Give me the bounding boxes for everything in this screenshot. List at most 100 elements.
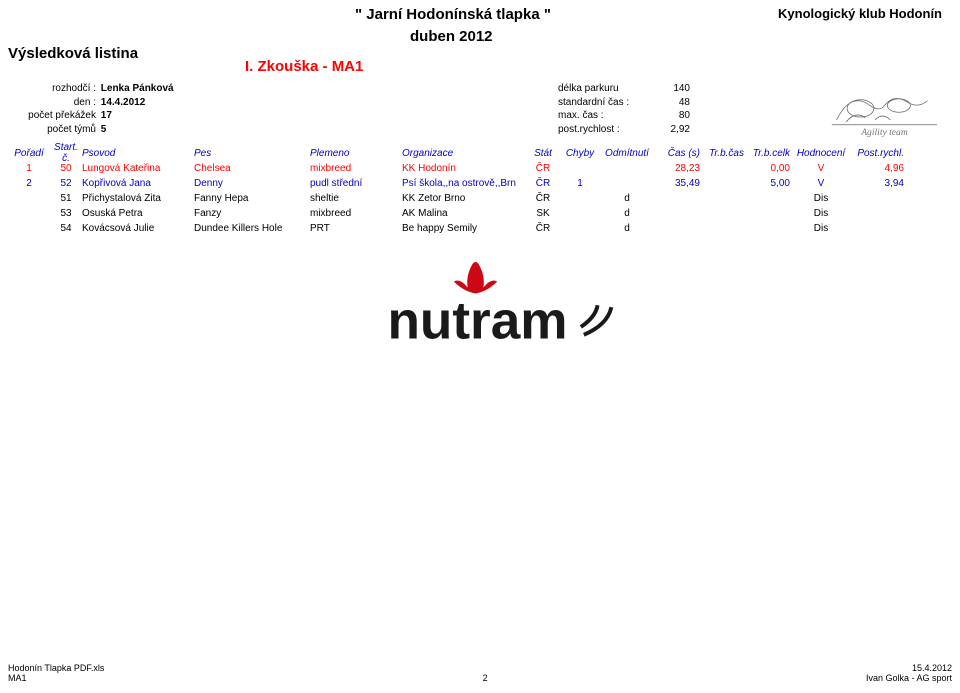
footer-right: 15.4.2012 Ivan Golka - AG sport — [866, 663, 952, 683]
page-footer: Hodonín Tlapka PDF.xls MA1 2 15.4.2012 I… — [8, 663, 952, 683]
cell-trcelk: 5,00 — [744, 178, 790, 189]
obstacles-label: počet překážek — [8, 109, 96, 123]
cell-odmit: d — [600, 193, 654, 204]
col-trcelk: Tr.b.celk — [744, 148, 790, 159]
footer-date: 15.4.2012 — [866, 663, 952, 673]
teams-value: 5 — [101, 124, 107, 135]
cell-chyby: 1 — [560, 178, 600, 189]
cell-psovod: Osuská Petra — [82, 208, 194, 219]
nutram-icon: nutram — [320, 258, 635, 356]
table-body: 150Lungová KateřinaChelseamixbreedKK Hod… — [8, 161, 952, 236]
col-postr: Post.rychl. — [852, 148, 908, 159]
cell-pes: Fanny Hepa — [194, 193, 310, 204]
col-hodn: Hodnocení — [790, 148, 852, 159]
cell-hodn: V — [790, 178, 852, 189]
cell-cas: 35,49 — [654, 178, 700, 189]
agility-team-text: Agility team — [860, 127, 908, 138]
trial-name: I. Zkouška - MA1 — [245, 58, 363, 75]
cell-hodn: Dis — [790, 208, 852, 219]
cell-stat: ČR — [526, 223, 560, 234]
event-title: " Jarní Hodonínská tlapka " — [355, 6, 551, 23]
judge-value: Lenka Pánková — [101, 83, 174, 94]
table-header: Pořadí Start. č. Psovod Pes Plemeno Orga… — [8, 145, 952, 161]
table-row: 54Kovácsová JulieDundee Killers HolePRTB… — [8, 221, 952, 236]
meta-right: délka parkuru140 standardní čas :48 max.… — [558, 82, 690, 136]
cell-startc: 53 — [50, 208, 82, 219]
cell-psovod: Přichystalová Zita — [82, 193, 194, 204]
cell-psovod: Kopřivová Jana — [82, 178, 194, 189]
col-stat: Stát — [526, 148, 560, 159]
cell-org: KK Zetor Brno — [402, 193, 526, 204]
cell-hodn: Dis — [790, 223, 852, 234]
cell-cas: 28,23 — [654, 163, 700, 174]
speed-label: post.rychlost : — [558, 123, 650, 137]
cell-org: AK Malina — [402, 208, 526, 219]
cell-pes: Denny — [194, 178, 310, 189]
cell-psovod: Kovácsová Julie — [82, 223, 194, 234]
cell-plemeno: mixbreed — [310, 208, 402, 219]
cell-psovod: Lungová Kateřina — [82, 163, 194, 174]
cell-postr: 3,94 — [852, 178, 908, 189]
col-cas: Čas (s) — [654, 148, 700, 159]
cell-startc: 52 — [50, 178, 82, 189]
cell-startc: 54 — [50, 223, 82, 234]
cell-stat: ČR — [526, 178, 560, 189]
meta-left: rozhodčí : Lenka Pánková den : 14.4.2012… — [8, 82, 174, 136]
col-chyby: Chyby — [560, 148, 600, 159]
cell-stat: SK — [526, 208, 560, 219]
col-psovod: Psovod — [82, 148, 194, 159]
col-trcas: Tr.b.čas — [700, 148, 744, 159]
sponsor-logo: nutram — [320, 258, 635, 353]
sponsor-text: nutram — [387, 292, 567, 351]
cell-pes: Fanzy — [194, 208, 310, 219]
cell-postr: 4,96 — [852, 163, 908, 174]
cell-poradi: 1 — [8, 163, 50, 174]
cell-org: KK Hodonín — [402, 163, 526, 174]
footer-page: 2 — [483, 673, 488, 683]
cell-poradi: 2 — [8, 178, 50, 189]
teams-label: počet týmů — [8, 123, 96, 137]
col-plemeno: Plemeno — [310, 148, 402, 159]
footer-sheet: MA1 — [8, 673, 104, 683]
col-startc: Start. č. — [50, 142, 82, 164]
cell-plemeno: PRT — [310, 223, 402, 234]
event-subtitle: duben 2012 — [410, 28, 493, 45]
cell-stat: ČR — [526, 193, 560, 204]
col-odmit: Odmítnutí — [600, 148, 654, 159]
table-row: 150Lungová KateřinaChelseamixbreedKK Hod… — [8, 161, 952, 176]
cell-pes: Dundee Killers Hole — [194, 223, 310, 234]
table-row: 51Přichystalová ZitaFanny HepasheltieKK … — [8, 191, 952, 206]
col-pes: Pes — [194, 148, 310, 159]
footer-left: Hodonín Tlapka PDF.xls MA1 — [8, 663, 104, 683]
cell-stat: ČR — [526, 163, 560, 174]
cell-hodn: Dis — [790, 193, 852, 204]
date-label: den : — [8, 96, 96, 110]
table-row: 252Kopřivová JanaDennypudl středníPsí šk… — [8, 176, 952, 191]
cell-plemeno: pudl střední — [310, 178, 402, 189]
cell-odmit: d — [600, 208, 654, 219]
course-length-value: 140 — [650, 82, 690, 96]
cell-startc: 51 — [50, 193, 82, 204]
cell-pes: Chelsea — [194, 163, 310, 174]
mct-value: 80 — [650, 109, 690, 123]
cell-plemeno: sheltie — [310, 193, 402, 204]
cell-hodn: V — [790, 163, 852, 174]
sct-label: standardní čas : — [558, 96, 650, 110]
col-org: Organizace — [402, 148, 526, 159]
footer-file: Hodonín Tlapka PDF.xls — [8, 663, 104, 673]
club-name: Kynologický klub Hodonín — [778, 6, 942, 21]
obstacles-value: 17 — [101, 110, 112, 121]
cell-startc: 50 — [50, 163, 82, 174]
cell-odmit: d — [600, 223, 654, 234]
results-table: Pořadí Start. č. Psovod Pes Plemeno Orga… — [8, 145, 952, 236]
table-row: 53Osuská PetraFanzymixbreedAK MalinaSK d D… — [8, 206, 952, 221]
cell-trcelk: 0,00 — [744, 163, 790, 174]
footer-credit: Ivan Golka - AG sport — [866, 673, 952, 683]
result-heading: Výsledková listina — [8, 45, 138, 62]
date-value: 14.4.2012 — [101, 97, 146, 108]
dog-icon: Agility team — [827, 72, 942, 139]
agility-logo: Agility team — [827, 72, 942, 140]
col-poradi: Pořadí — [8, 148, 50, 159]
cell-org: Psí škola,,na ostrově,,Brn — [402, 178, 526, 189]
cell-plemeno: mixbreed — [310, 163, 402, 174]
